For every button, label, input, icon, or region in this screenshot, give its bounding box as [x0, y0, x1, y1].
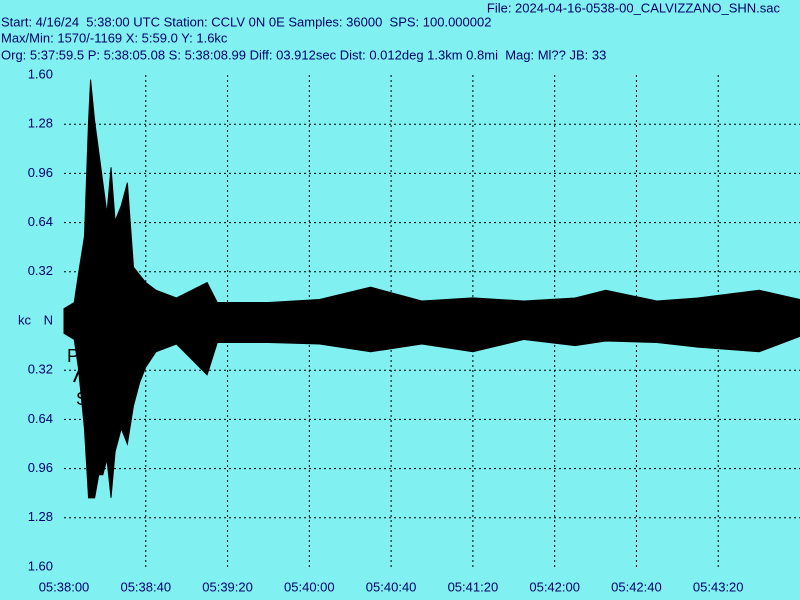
s-marker: S — [76, 389, 88, 409]
y-tick-label: 0.96 — [28, 165, 53, 180]
x-tick-label: 05:38:40 — [120, 579, 171, 594]
y-tick-label: N — [44, 312, 53, 327]
file-name: File: 2024-04-16-0538-00_CALVIZZANO_SHN.… — [487, 0, 781, 15]
y-tick-label: 0.32 — [28, 263, 53, 278]
y-tick-label: 1.60 — [28, 558, 53, 573]
max-min-info: Max/Min: 1570/-1169 X: 5:59.0 Y: 1.6kc — [1, 30, 228, 45]
x-tick-label: 05:40:00 — [284, 579, 335, 594]
x-tick-label: 05:40:40 — [366, 579, 417, 594]
start-info: Start: 4/16/24 5:38:00 UTC Station: CCLV… — [1, 14, 491, 29]
y-tick-label: 0.32 — [28, 362, 53, 377]
y-tick-label: 0.96 — [28, 460, 53, 475]
x-tick-label: 05:43:20 — [693, 579, 744, 594]
y-tick-label: 1.60 — [28, 66, 53, 81]
y-tick-label: 1.28 — [28, 509, 53, 524]
y-tick-label: 0.64 — [28, 214, 53, 229]
y-tick-label: 0.64 — [28, 411, 53, 426]
waveform-min — [63, 320, 800, 499]
x-tick-label: 05:39:20 — [202, 579, 253, 594]
p-marker-line — [73, 367, 81, 383]
p-marker: P — [67, 346, 79, 366]
origin-info: Org: 5:37:59.5 P: 5:38:05.08 S: 5:38:08.… — [1, 47, 606, 62]
y-tick-label: 1.28 — [28, 116, 53, 131]
x-tick-label: 05:38:00 — [39, 579, 90, 594]
x-tick-label: 05:41:20 — [448, 579, 499, 594]
waveform-max — [63, 79, 800, 322]
y-axis-label: kc — [18, 312, 32, 327]
x-tick-label: 05:42:40 — [611, 579, 662, 594]
x-tick-label: 05:42:00 — [529, 579, 580, 594]
